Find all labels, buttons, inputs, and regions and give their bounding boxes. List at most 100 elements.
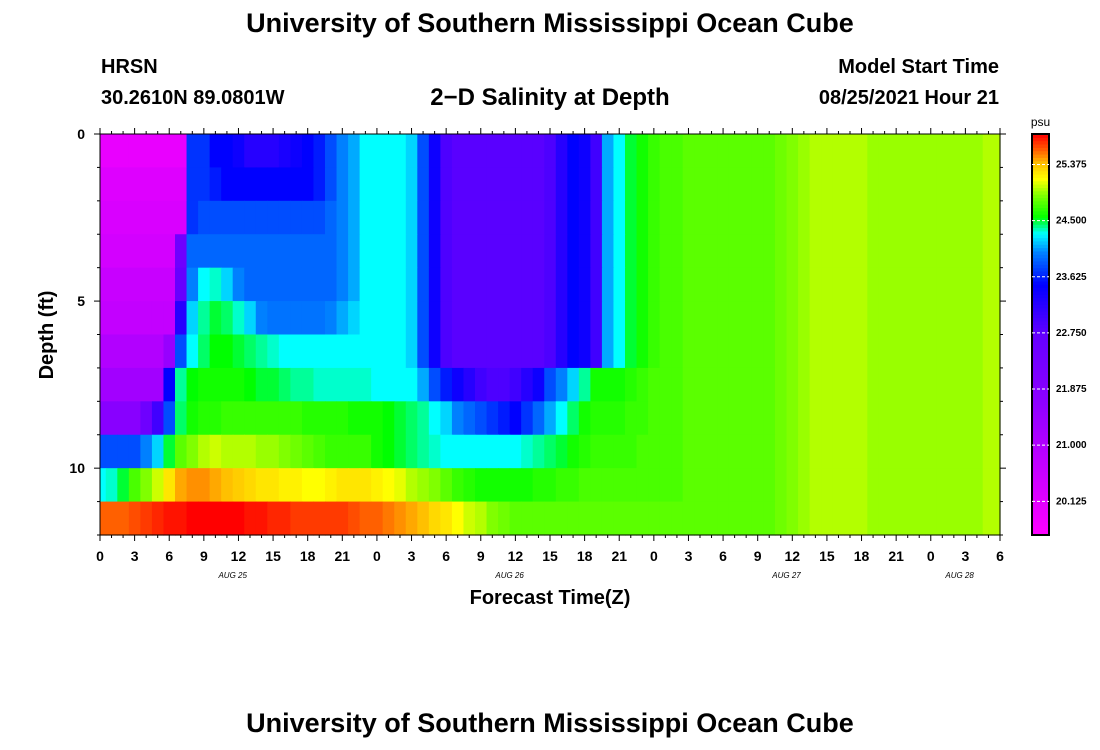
- heatmap-cell: [901, 334, 915, 369]
- heatmap-cell: [809, 167, 822, 202]
- heatmap-cell: [105, 200, 118, 235]
- heatmap-cell: [590, 301, 603, 336]
- heatmap-cell: [232, 367, 245, 402]
- heatmap-cell: [325, 468, 338, 503]
- heatmap-cell: [198, 200, 211, 235]
- heatmap-cell: [798, 301, 811, 336]
- footer-title: University of Southern Mississippi Ocean…: [246, 708, 854, 738]
- heatmap-cell: [682, 301, 695, 336]
- heatmap-cell: [878, 501, 891, 536]
- colorbar-segment: [1032, 334, 1049, 339]
- heatmap-cell: [994, 134, 1001, 169]
- heatmap-cell: [290, 301, 303, 336]
- colorbar-segment: [1032, 428, 1049, 432]
- heatmap-cell: [971, 501, 984, 536]
- heatmap-cell: [417, 501, 430, 536]
- heatmap-cell: [728, 434, 741, 469]
- heatmap-cell: [809, 401, 822, 436]
- heatmap-cell: [832, 501, 845, 536]
- heatmap-cell: [175, 200, 188, 235]
- heatmap-cell: [140, 234, 153, 269]
- heatmap-cell: [267, 401, 280, 436]
- heatmap-cell: [382, 301, 395, 336]
- heatmap-cell: [705, 134, 718, 169]
- heatmap-cell: [578, 301, 591, 336]
- colorbar-segment: [1032, 491, 1049, 496]
- colorbar-segment: [1032, 481, 1049, 486]
- colorbar-segment: [1032, 361, 1049, 366]
- heatmap-cell: [371, 234, 384, 269]
- heatmap-cell: [971, 468, 984, 503]
- heatmap-cell: [890, 301, 903, 336]
- colorbar-segment: [1032, 190, 1049, 195]
- heatmap-cell: [278, 167, 291, 202]
- heatmap-cell: [100, 200, 107, 235]
- heatmap-cell: [301, 267, 315, 302]
- heatmap-cell: [913, 234, 926, 269]
- colorbar-segment: [1032, 207, 1049, 212]
- heatmap-cell: [359, 468, 372, 503]
- heatmap-cell: [890, 200, 903, 235]
- heatmap-cell: [509, 301, 522, 336]
- heatmap-cell: [613, 501, 626, 536]
- heatmap-cell: [498, 167, 511, 202]
- heatmap-cell: [100, 367, 107, 402]
- heatmap-cell: [821, 234, 834, 269]
- heatmap-cell: [163, 234, 176, 269]
- heatmap-cell: [567, 468, 580, 503]
- heatmap-cell: [440, 434, 453, 469]
- heatmap-cell: [117, 334, 130, 369]
- heatmap-cell: [671, 134, 684, 169]
- heatmap-cells: [100, 134, 1001, 536]
- colorbar-tick-label: 21.875: [1056, 384, 1087, 395]
- heatmap-cell: [959, 134, 972, 169]
- heatmap-cell: [290, 367, 303, 402]
- x-tick-label: 3: [685, 548, 693, 564]
- heatmap-cell: [163, 134, 176, 169]
- heatmap-cell: [555, 234, 568, 269]
- heatmap-cell: [832, 267, 845, 302]
- heatmap-cell: [809, 134, 822, 169]
- heatmap-cell: [890, 367, 903, 402]
- colorbar-segment: [1032, 140, 1049, 145]
- heatmap-cell: [301, 434, 315, 469]
- heatmap-cell: [959, 334, 972, 369]
- colorbar-segment: [1032, 274, 1049, 279]
- colorbar-segment: [1032, 254, 1049, 259]
- heatmap-cell: [267, 200, 280, 235]
- heatmap-cell: [451, 401, 465, 436]
- heatmap-cell: [682, 334, 695, 369]
- heatmap-cell: [255, 334, 268, 369]
- heatmap-cell: [821, 401, 834, 436]
- heatmap-cell: [244, 501, 257, 536]
- heatmap-cell: [498, 200, 511, 235]
- heatmap-cell: [625, 200, 638, 235]
- y-axis: 0 5 10: [69, 126, 1006, 536]
- heatmap-cell: [948, 367, 961, 402]
- heatmap-cell: [100, 267, 107, 302]
- heatmap-cell: [890, 167, 903, 202]
- heatmap-cell: [544, 267, 557, 302]
- heatmap-cell: [625, 434, 638, 469]
- heatmap-cell: [867, 468, 880, 503]
- heatmap-cell: [717, 434, 730, 469]
- colorbar-segment: [1032, 234, 1049, 239]
- heatmap-cell: [486, 167, 499, 202]
- heatmap-cell: [417, 267, 430, 302]
- heatmap-cell: [740, 301, 753, 336]
- heatmap-cell: [555, 434, 568, 469]
- heatmap-cell: [775, 434, 788, 469]
- colorbar-segment: [1032, 204, 1049, 209]
- colorbar-segment: [1032, 351, 1049, 356]
- heatmap-cell: [163, 167, 176, 202]
- heatmap-cell: [717, 501, 730, 536]
- heatmap-cell: [913, 501, 926, 536]
- heatmap-cell: [705, 200, 718, 235]
- chart-title: 2−D Salinity at Depth: [430, 84, 670, 111]
- page-title: University of Southern Mississippi Ocean…: [246, 8, 854, 38]
- heatmap-cell: [348, 468, 361, 503]
- heatmap-cell: [590, 468, 603, 503]
- heatmap-cell: [682, 167, 695, 202]
- heatmap-cell: [948, 468, 961, 503]
- heatmap-cell: [394, 367, 407, 402]
